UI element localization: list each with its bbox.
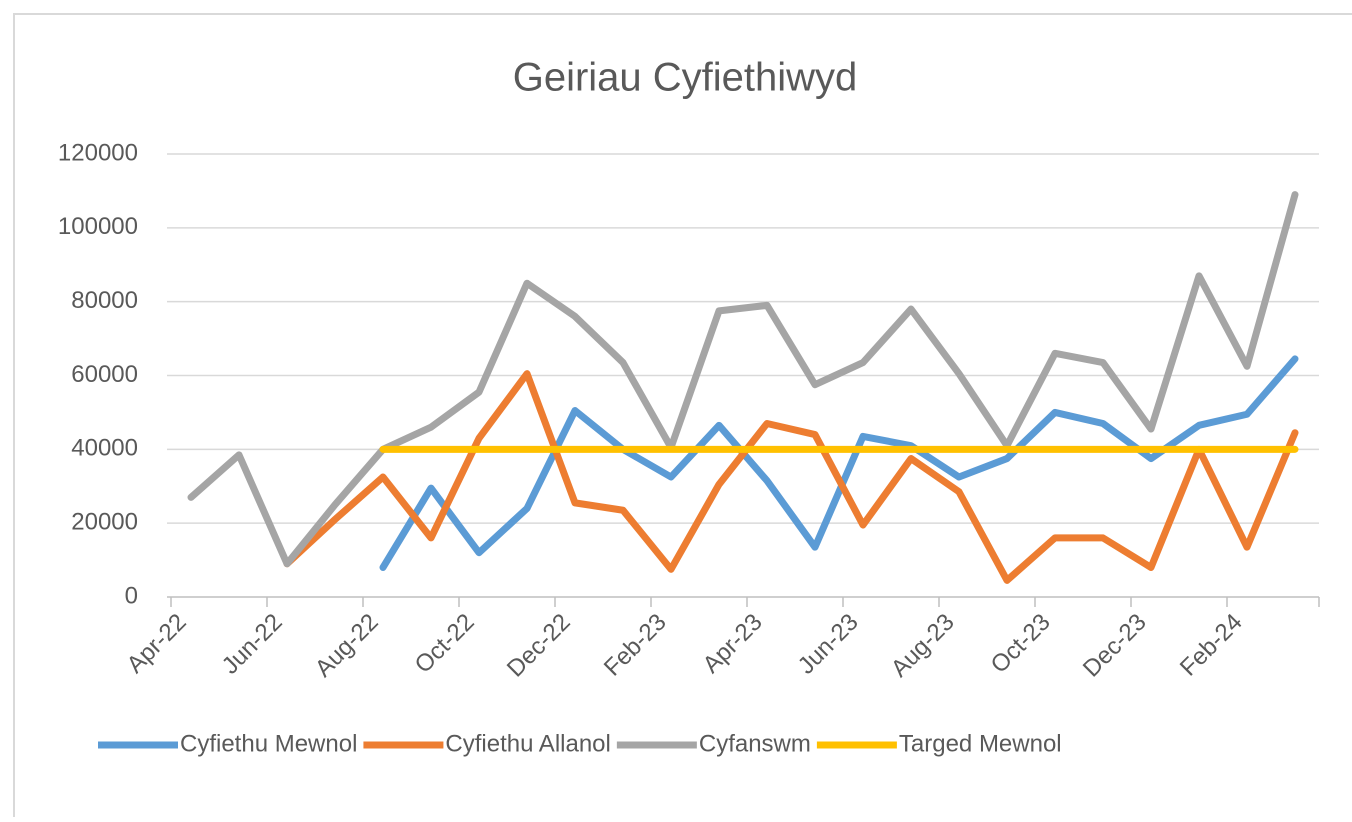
- y-tick-label: 60000: [71, 361, 138, 388]
- legend-label: Cyfiethu Allanol: [445, 730, 610, 757]
- y-tick-label: 20000: [71, 509, 138, 536]
- legend-label: Targed Mewnol: [899, 730, 1062, 757]
- y-tick-label: 80000: [71, 287, 138, 314]
- legend-label: Cyfanswm: [699, 730, 811, 757]
- y-tick-label: 0: [125, 582, 138, 609]
- series-line: [187, 191, 1299, 568]
- y-tick-label: 120000: [58, 139, 138, 166]
- chart-title: Geiriau Cyfiethiwyd: [513, 56, 858, 100]
- y-tick-label: 40000: [71, 435, 138, 462]
- y-tick-label: 100000: [58, 213, 138, 240]
- series-line: [283, 370, 1299, 584]
- legend-label: Cyfiethu Mewnol: [180, 730, 357, 757]
